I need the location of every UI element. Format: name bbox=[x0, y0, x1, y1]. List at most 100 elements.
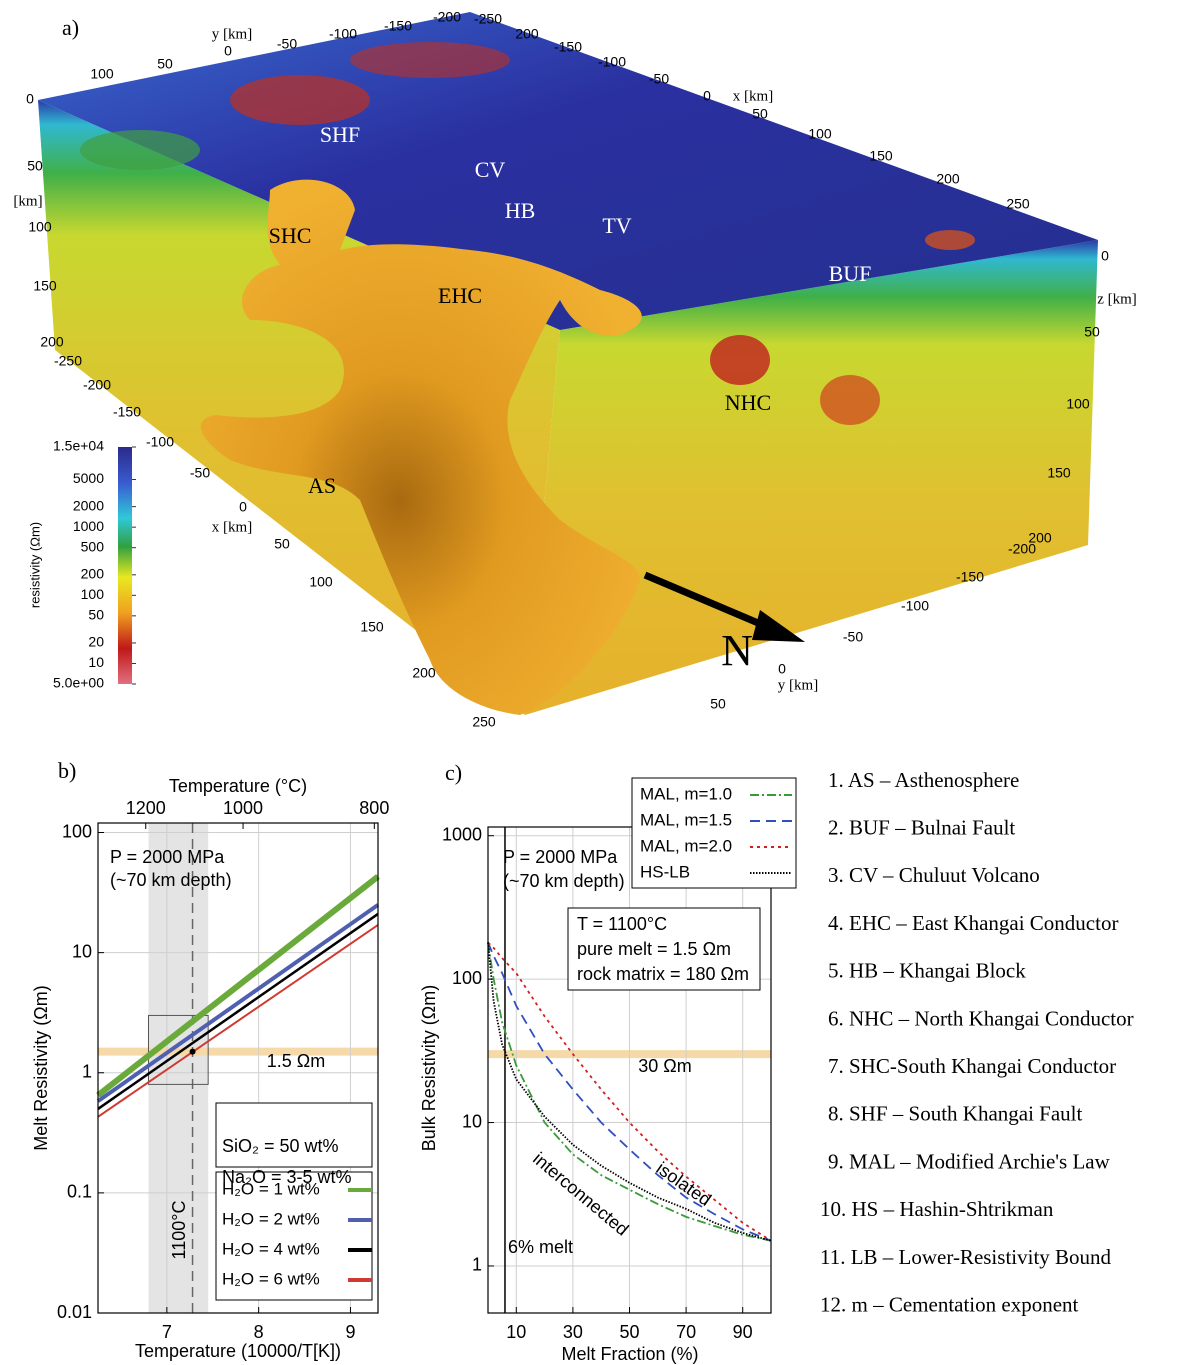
region-label: HB bbox=[505, 198, 536, 223]
glossary-item: 10. HS – Hashin-Shtrikman bbox=[820, 1197, 1054, 1221]
x-tick-label: 50 bbox=[619, 1322, 639, 1342]
colorbar bbox=[118, 447, 132, 684]
annotation: T = 1100°C bbox=[577, 914, 667, 934]
legend-label: MAL, m=1.5 bbox=[640, 810, 732, 829]
block-3d bbox=[38, 12, 1098, 715]
axis-tick-label: -200 bbox=[83, 377, 111, 393]
x2-tick-label: 1000 bbox=[223, 798, 263, 818]
axis-label: z [km] bbox=[1097, 291, 1137, 307]
axis-tick-label: -150 bbox=[956, 569, 984, 585]
axis-tick-label: 150 bbox=[1047, 465, 1071, 481]
axis-label: x [km] bbox=[733, 88, 773, 104]
y-tick-label: 1 bbox=[472, 1255, 482, 1275]
legend-label: H₂O = 1 wt% bbox=[222, 1179, 320, 1198]
axis-tick-label: 100 bbox=[309, 574, 333, 590]
axis-tick-label: 250 bbox=[472, 714, 496, 730]
panel-label: a) bbox=[62, 15, 79, 40]
anomaly bbox=[230, 75, 370, 125]
axis-tick-label: -250 bbox=[54, 353, 82, 369]
colorbar-tick-label: 1.5e+04 bbox=[53, 438, 104, 454]
reference-label: 6% melt bbox=[508, 1237, 573, 1257]
axis-tick-label: 100 bbox=[90, 66, 114, 82]
axis-tick-label: -50 bbox=[277, 36, 297, 52]
region-label: N bbox=[721, 626, 753, 675]
axis-tick-label: -150 bbox=[384, 18, 412, 34]
axis-tick-label: -50 bbox=[649, 71, 669, 87]
legend-label: H₂O = 6 wt% bbox=[222, 1269, 320, 1288]
glossary-item: 6. NHC – North Khangai Conductor bbox=[828, 1006, 1134, 1030]
axis-tick-label: 0 bbox=[239, 499, 247, 515]
region-label: SHC bbox=[269, 223, 312, 248]
colorbar-tick-label: 20 bbox=[88, 634, 104, 650]
y-tick-label: 100 bbox=[452, 968, 482, 988]
x-axis-label: Melt Fraction (%) bbox=[561, 1344, 698, 1364]
glossary-item: 9. MAL – Modified Archie's Law bbox=[828, 1149, 1111, 1173]
axis-tick-label: 250 bbox=[1006, 196, 1030, 212]
axis-tick-label: -200 bbox=[1008, 541, 1036, 557]
y-axis-label: Bulk Resistivity (Ωm) bbox=[419, 985, 439, 1151]
axis-tick-label: -100 bbox=[598, 54, 626, 70]
colorbar-tick-label: 5000 bbox=[73, 470, 104, 486]
axis-tick-label: 150 bbox=[33, 278, 57, 294]
axis-tick-label: -100 bbox=[329, 26, 357, 42]
axis-label: [km] bbox=[13, 193, 42, 209]
anomaly bbox=[710, 335, 770, 385]
axis-tick-label: 50 bbox=[752, 106, 768, 122]
colorbar-tick-label: 100 bbox=[81, 586, 105, 602]
axis-tick-label: 0 bbox=[703, 88, 711, 104]
axis-tick-label: -200 bbox=[433, 9, 461, 25]
y-tick-label: 1 bbox=[82, 1062, 92, 1082]
region-label: EHC bbox=[438, 283, 482, 308]
legend-label: H₂O = 2 wt% bbox=[222, 1209, 320, 1228]
region-label: NHC bbox=[725, 390, 771, 415]
anomaly bbox=[925, 230, 975, 250]
annotation: SiO₂ = 50 wt% bbox=[222, 1136, 339, 1156]
axis-tick-label: 150 bbox=[360, 619, 384, 635]
y-tick-label: 10 bbox=[462, 1111, 482, 1131]
axis-tick-label: 50 bbox=[157, 56, 173, 72]
x2-axis-label: Temperature (°C) bbox=[169, 776, 307, 796]
axis-tick-label: -100 bbox=[901, 598, 929, 614]
axis-tick-label: 100 bbox=[808, 126, 832, 142]
axis-tick-label: 50 bbox=[710, 696, 726, 712]
region-label: AS bbox=[308, 473, 336, 498]
reference-band bbox=[98, 1048, 378, 1056]
x2-tick-label: 1200 bbox=[126, 798, 166, 818]
glossary-item: 12. m – Cementation exponent bbox=[820, 1293, 1079, 1317]
series-line bbox=[98, 914, 378, 1109]
region-label: BUF bbox=[829, 261, 872, 286]
colorbar-tick-label: 1000 bbox=[73, 518, 104, 534]
axis-tick-label: -150 bbox=[554, 39, 582, 55]
glossary-item: 2. BUF – Bulnai Fault bbox=[828, 816, 1015, 840]
axis-tick-label: 0 bbox=[224, 43, 232, 59]
legend-label: H₂O = 4 wt% bbox=[222, 1239, 320, 1258]
axis-label: y [km] bbox=[212, 26, 252, 42]
axis-tick-label: 200 bbox=[40, 334, 64, 350]
axis-tick-label: 100 bbox=[28, 219, 52, 235]
annotation: P = 2000 MPa bbox=[110, 847, 225, 867]
glossary-item: 4. EHC – East Khangai Conductor bbox=[828, 911, 1118, 935]
x-tick-label: 10 bbox=[506, 1322, 526, 1342]
x-tick-label: 7 bbox=[162, 1322, 172, 1342]
region-label: CV bbox=[475, 157, 506, 182]
marker bbox=[190, 1049, 196, 1055]
figure: a)SHFCVHBTVSHCEHCBUFNHCASNy [km]x [km][k… bbox=[0, 0, 1198, 1365]
colorbar-tick-label: 5.0e+00 bbox=[53, 675, 104, 691]
annotation: interconnected bbox=[529, 1148, 632, 1239]
series-line bbox=[98, 877, 378, 1096]
reference-label: 30 Ωm bbox=[638, 1056, 691, 1076]
axis-label: y [km] bbox=[778, 677, 818, 693]
annotation: rock matrix = 180 Ωm bbox=[577, 964, 749, 984]
y-tick-label: 0.01 bbox=[57, 1302, 92, 1322]
anomaly bbox=[80, 130, 200, 170]
y-tick-label: 1000 bbox=[442, 824, 482, 844]
axis-tick-label: 50 bbox=[274, 536, 290, 552]
axis-tick-label: 200 bbox=[515, 26, 539, 42]
anomaly bbox=[820, 375, 880, 425]
axis-tick-label: -250 bbox=[474, 11, 502, 27]
series-line bbox=[98, 925, 378, 1117]
axis-tick-label: 50 bbox=[27, 158, 43, 174]
panel-label: b) bbox=[58, 758, 76, 783]
legend-label: MAL, m=2.0 bbox=[640, 836, 732, 855]
colorbar-tick-label: 10 bbox=[88, 654, 104, 670]
